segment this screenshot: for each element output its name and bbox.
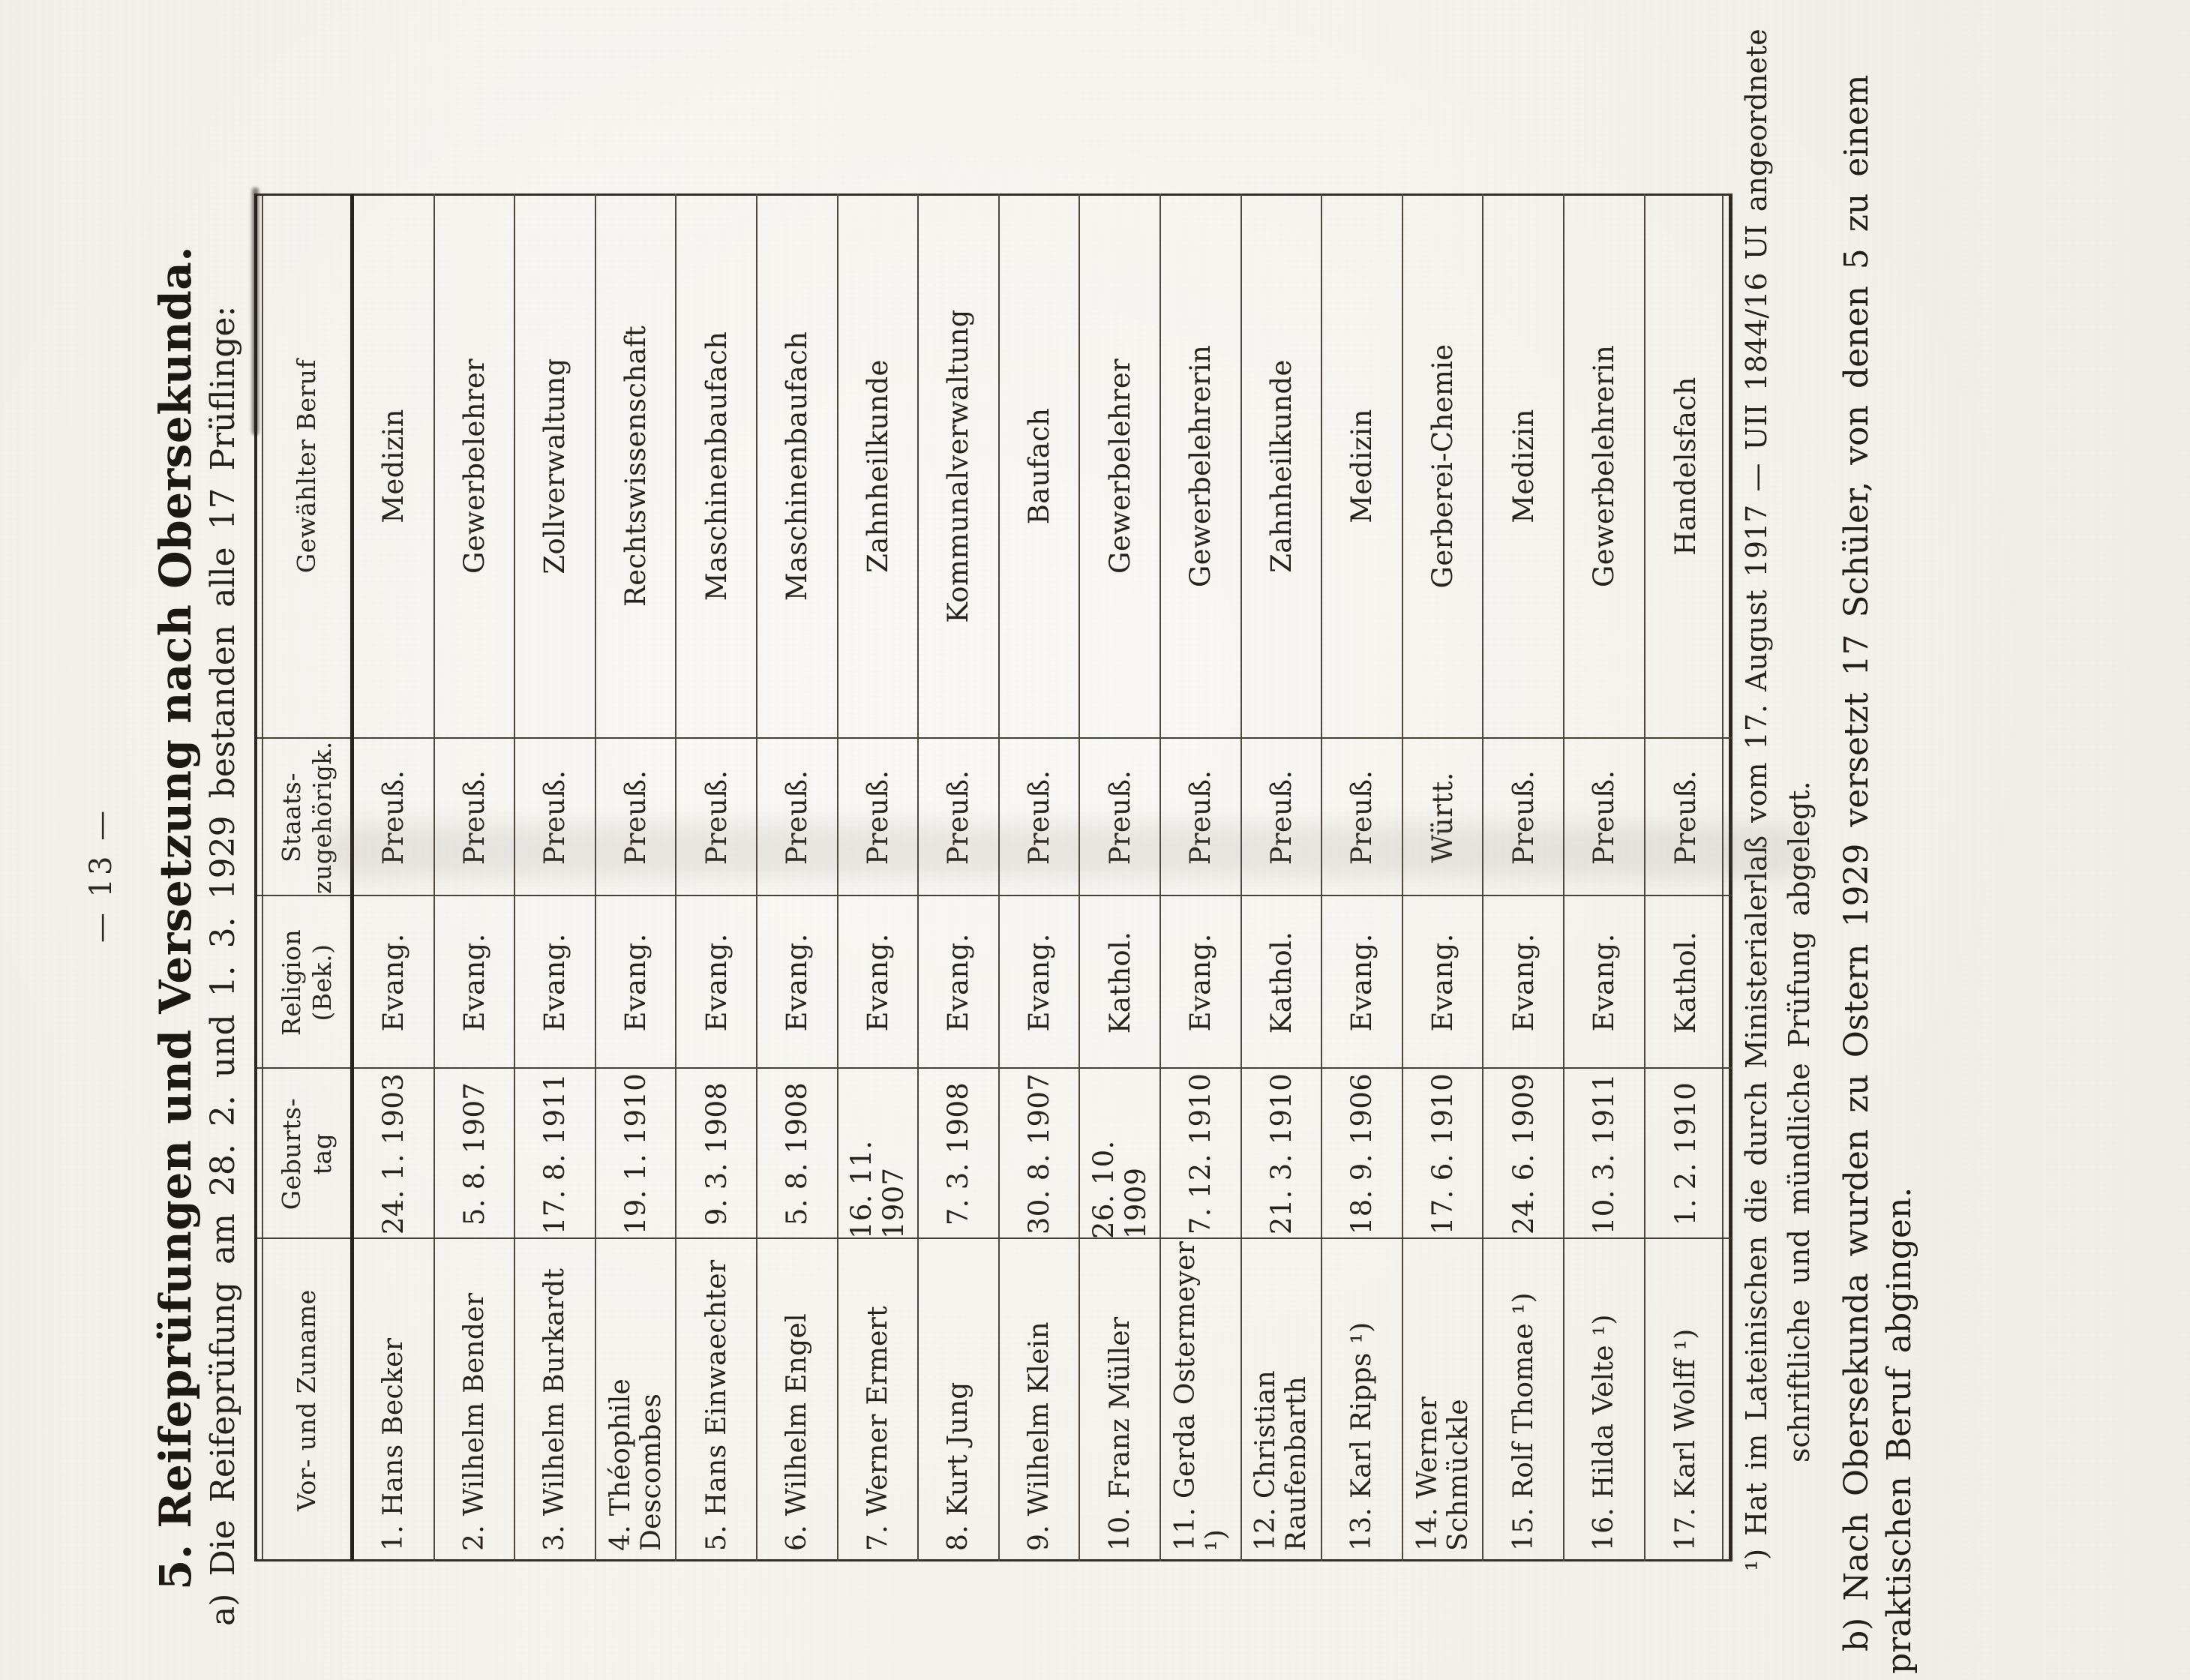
cell-profession: Medizin [1346, 409, 1378, 524]
cell-birthday: 7. 12. 1910 [1184, 1072, 1217, 1235]
cell-religion: Evang. [458, 933, 490, 1032]
cell-name: 8. Kurt Jung [943, 1382, 974, 1551]
cell-profession: Zahnheilkunde [861, 359, 894, 573]
cell-religion: Evang. [538, 933, 572, 1032]
cell-religion: Evang. [700, 933, 733, 1032]
cell-birthday: 5. 8. 1907 [458, 1082, 490, 1226]
cell-birthday: 19. 1. 1910 [620, 1072, 652, 1235]
cell-religion: Evang. [620, 933, 652, 1032]
cell-name: 5. Hans Einwaechter [700, 1259, 732, 1551]
header-name-label: Vor- und Zuname [292, 1289, 322, 1511]
cell-profession: Gewerbelehrer [1103, 358, 1136, 574]
footnote-line1: ¹) Hat im Lateinischen die durch Ministe… [1740, 28, 1773, 1571]
section-b-line2: praktischen Beruf abgingen. [1880, 1186, 1918, 1674]
cell-religion: Evang. [781, 933, 814, 1032]
cell-birthday: 1. 2. 1910 [1669, 1082, 1702, 1226]
table-header-row: Vor- und Zuname Geburts- tag Religion (B… [263, 194, 354, 1562]
cell-profession: Kommunalverwaltung [942, 309, 975, 623]
cell-profession: Maschinenbaufach [781, 331, 814, 602]
header-state-line1: Staats- [276, 772, 306, 863]
cell-birthday: 7. 3. 1908 [942, 1082, 975, 1226]
cell-religion: Kathol. [1264, 931, 1298, 1034]
header-religion: Religion (Bek.) [263, 896, 350, 1069]
cell-religion: Evang. [1426, 933, 1460, 1032]
cell-birthday: 21. 3. 1910 [1264, 1072, 1298, 1235]
cell-birthday: 16. 11. 1907 [845, 1140, 910, 1239]
cell-religion: Evang. [1184, 933, 1217, 1032]
cell-birthday: 30. 8. 1907 [1023, 1072, 1056, 1235]
cell-religion: Evang. [1588, 933, 1621, 1032]
cell-name: 13. Karl Ripps ¹) [1346, 1322, 1378, 1551]
header-religion-line1: Religion [276, 928, 306, 1036]
cell-name: 4. Théophile Descombes [604, 1378, 667, 1551]
cell-profession: Gewerbelehrerin [1184, 344, 1217, 588]
page-number: — 13 — [84, 807, 118, 944]
cell-profession: Gewerbelehrer [458, 358, 490, 574]
cell-birthday: 18. 9. 1906 [1346, 1072, 1378, 1235]
cell-profession: Gerberei-Chemie [1426, 344, 1460, 589]
cell-name: 3. Wilhelm Burkardt [539, 1268, 571, 1551]
cell-birthday: 9. 3. 1908 [700, 1082, 733, 1226]
cell-profession: Handelsfach [1669, 376, 1702, 556]
cell-religion: Evang. [1507, 933, 1540, 1032]
cell-name: 7. Werner Ermert [862, 1306, 893, 1551]
cell-name: 17. Karl Wolff ¹) [1670, 1328, 1701, 1551]
cell-name: 12. Christian Raufenbarth [1250, 1370, 1312, 1551]
cell-name: 14. Werner Schmückle [1412, 1396, 1474, 1551]
header-profession: Gewählter Beruf [263, 194, 350, 739]
header-birthday: Geburts- tag [263, 1069, 350, 1239]
header-name: Vor- und Zuname [263, 1239, 350, 1562]
cell-religion: Evang. [942, 933, 975, 1032]
cell-profession: Zollverwaltung [538, 358, 572, 574]
header-profession-label: Gewählter Beruf [292, 358, 322, 574]
section-b-line1: b) Nach Obersekunda wurden zu Ostern 192… [1838, 74, 1876, 1652]
cell-religion: Evang. [1023, 933, 1056, 1032]
cell-birthday: 10. 3. 1911 [1588, 1072, 1621, 1235]
cell-name: 11. Gerda Ostermeyer ¹) [1169, 1240, 1232, 1551]
cell-profession: Maschinenbaufach [700, 331, 733, 602]
cell-name: 16. Hilda Velte ¹) [1588, 1314, 1620, 1551]
cell-name: 9. Wilhelm Klein [1024, 1322, 1055, 1551]
cell-name: 6. Wilhelm Engel [782, 1313, 813, 1551]
cell-name: 10. Franz Müller [1104, 1316, 1136, 1551]
section-a-subheading: a) Die Reifeprüfung am 28. 2. und 1. 3. … [204, 305, 242, 1626]
cell-religion: Kathol. [1669, 931, 1702, 1034]
cell-profession: Medizin [377, 409, 410, 524]
bleedthrough-smudge [322, 824, 1808, 879]
footnote-line2: schriftliche und mündliche Prüfung abgel… [1783, 781, 1816, 1462]
ink-blotch [252, 188, 259, 435]
cell-religion: Evang. [377, 933, 410, 1032]
header-religion-line2: (Bek.) [308, 944, 337, 1022]
cell-name: 15. Rolf Thomae ¹) [1508, 1292, 1539, 1551]
cell-profession: Baufach [1023, 407, 1056, 525]
cell-name: 2. Wilhelm Bender [458, 1292, 490, 1551]
header-birthday-line2: tag [308, 1132, 337, 1175]
header-birthday-line1: Geburts- [276, 1097, 306, 1210]
cell-birthday: 5. 8. 1908 [781, 1082, 814, 1226]
cell-profession: Gewerbelehrerin [1588, 344, 1621, 588]
cell-profession: Zahnheilkunde [1264, 359, 1298, 573]
cell-religion: Evang. [1346, 933, 1378, 1032]
cell-birthday: 17. 6. 1910 [1426, 1072, 1460, 1235]
cell-religion: Evang. [861, 933, 894, 1032]
cell-birthday: 26. 10. 1909 [1088, 1140, 1153, 1239]
cell-profession: Rechtswissenschaft [620, 326, 652, 607]
cell-birthday: 17. 8. 1911 [538, 1072, 572, 1235]
section-a-heading: 5. Reifeprüfungen und Versetzung nach Ob… [150, 245, 201, 1590]
cell-profession: Medizin [1507, 409, 1540, 524]
cell-religion: Kathol. [1103, 931, 1136, 1034]
cell-birthday: 24. 1. 1903 [377, 1072, 410, 1235]
cell-birthday: 24. 6. 1909 [1507, 1072, 1540, 1235]
cell-name: 1. Hans Becker [378, 1337, 410, 1551]
